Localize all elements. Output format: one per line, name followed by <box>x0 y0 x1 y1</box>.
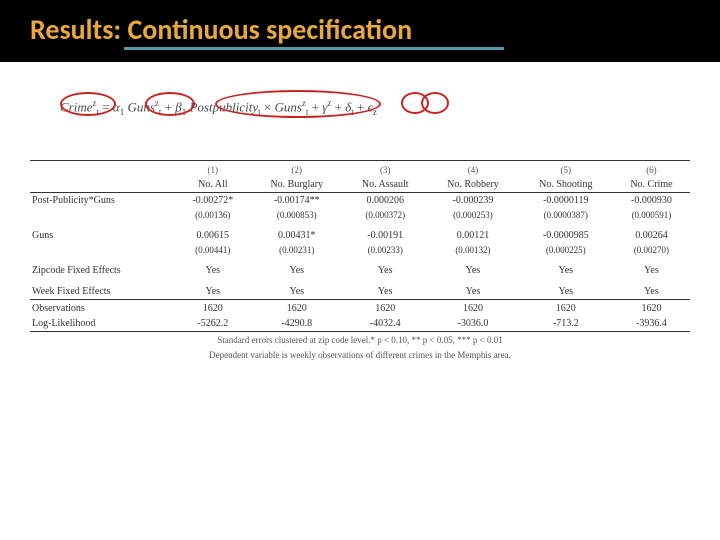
title-underline <box>124 47 504 50</box>
table-row: Zipcode Fixed Effects Yes Yes Yes Yes Ye… <box>30 263 690 278</box>
table-col-headers: No. All No. Burglary No. Assault No. Rob… <box>30 177 690 193</box>
table-row: Log-Likelihood -5262.2 -4290.8 -4032.4 -… <box>30 316 690 331</box>
table-row: Observations 1620 1620 1620 1620 1620 16… <box>30 301 690 316</box>
table-row-se: (0.00441) (0.00231) (0.00233) (0.00132) … <box>30 243 690 257</box>
table-row: Week Fixed Effects Yes Yes Yes Yes Yes Y… <box>30 284 690 300</box>
equation: Crimezt = α1 Gunszt + β1 Postpublicityt … <box>60 90 680 130</box>
annotation-ellipse <box>60 92 116 116</box>
table-row: Post-Publicity*Guns -0.00272* -0.00174**… <box>30 193 690 208</box>
page-title: Results: Continuous specification <box>30 12 700 47</box>
header-bar: Results: Continuous specification <box>0 0 720 62</box>
table-row-se: (0.00136) (0.000853) (0.000372) (0.00025… <box>30 208 690 222</box>
results-table-area: (1) (2) (3) (4) (5) (6) No. All No. Burg… <box>30 160 690 361</box>
annotation-ellipse <box>421 92 449 114</box>
table-footnote: Dependent variable is weekly observation… <box>30 350 690 362</box>
annotation-ellipse <box>215 90 381 118</box>
results-table: (1) (2) (3) (4) (5) (6) No. All No. Burg… <box>30 160 690 332</box>
table-col-numbers: (1) (2) (3) (4) (5) (6) <box>30 163 690 177</box>
annotation-ellipse <box>145 92 195 116</box>
table-footnote: Standard errors clustered at zip code le… <box>30 335 690 347</box>
table-rule <box>30 331 690 332</box>
table-row: Guns 0.00615 0.00431* -0.00191 0.00121 -… <box>30 228 690 243</box>
